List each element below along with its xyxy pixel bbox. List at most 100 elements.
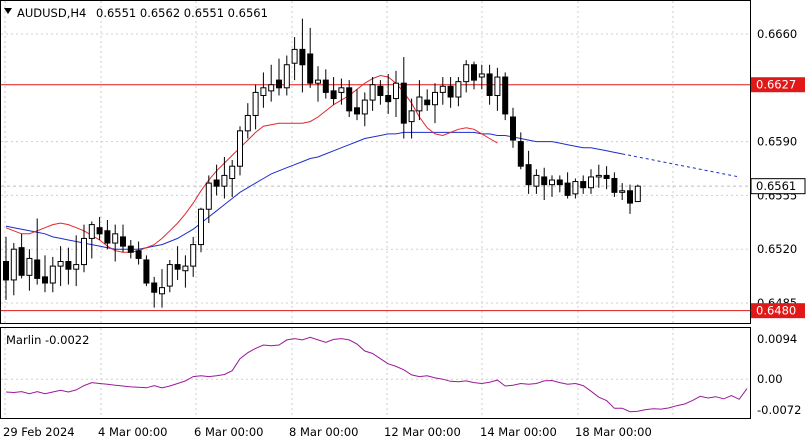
candle-body xyxy=(307,53,314,84)
candle-body xyxy=(533,174,540,187)
candle-body xyxy=(26,257,33,276)
candle-body xyxy=(221,174,228,187)
candle-body xyxy=(338,87,345,93)
time-label: 18 Mar 00:00 xyxy=(575,425,652,439)
candle-body xyxy=(510,116,516,141)
candle-body xyxy=(369,84,376,101)
candle-body xyxy=(291,48,298,64)
price-tick: 0.6520 xyxy=(757,242,797,256)
candle-body xyxy=(486,73,493,96)
candle-body xyxy=(143,259,150,284)
time-axis: 29 Feb 2024 4 Mar 00:00 6 Mar 00:00 8 Ma… xyxy=(3,425,652,439)
candle-body xyxy=(65,260,72,270)
candle-body xyxy=(330,90,337,100)
candle-body xyxy=(432,91,438,106)
symbol-timeframe: AUDUSD,H4 xyxy=(17,6,86,20)
candle-body xyxy=(541,176,548,186)
candle-body xyxy=(400,82,407,124)
time-label: 12 Mar 00:00 xyxy=(384,425,461,439)
candle-body xyxy=(595,174,602,178)
candle-body xyxy=(198,208,204,246)
price-tick: 0.6660 xyxy=(757,27,797,41)
candle-body xyxy=(439,85,446,93)
candle-body xyxy=(377,85,384,96)
candle-body xyxy=(229,165,236,179)
candle-body xyxy=(502,76,509,115)
candle-body xyxy=(73,264,80,270)
candle-body xyxy=(463,64,470,83)
candle-body xyxy=(104,230,111,244)
candle-body xyxy=(478,73,485,78)
level-tag-upper-label: 0.6627 xyxy=(756,78,796,92)
candle-body xyxy=(166,264,173,287)
candle-body xyxy=(151,282,158,293)
candle-body xyxy=(244,114,251,132)
candle-body xyxy=(112,233,119,244)
indicator-tick: 0.0094 xyxy=(757,332,797,346)
candle-body xyxy=(361,99,368,115)
candle-body xyxy=(627,190,633,204)
candle-body xyxy=(135,250,142,259)
candle-body xyxy=(120,236,126,247)
candle-body xyxy=(424,99,431,106)
candle-body xyxy=(268,84,275,92)
time-label: 6 Mar 00:00 xyxy=(194,425,263,439)
candle-body xyxy=(49,265,56,284)
level-tag-upper: 0.6627 xyxy=(751,77,805,93)
candle-body xyxy=(408,110,415,123)
candle-body xyxy=(283,64,290,89)
candle-body xyxy=(315,79,321,84)
candle-body xyxy=(10,248,17,281)
candle-body xyxy=(260,87,267,96)
indicator-tick: -0.0072 xyxy=(757,403,801,417)
candle-body xyxy=(603,174,610,179)
candle-body xyxy=(252,91,259,116)
blue-ma-line xyxy=(5,131,623,250)
candle-body xyxy=(213,179,220,187)
candle-body xyxy=(354,107,360,115)
candle-body xyxy=(18,247,25,276)
candle-body xyxy=(619,190,626,193)
candle-body xyxy=(174,264,181,270)
blue-ma-projection xyxy=(622,153,740,178)
candle-body xyxy=(525,164,532,186)
candle-body xyxy=(276,79,282,89)
candle-body xyxy=(34,259,41,279)
candle-body xyxy=(237,130,243,167)
candle-body xyxy=(471,64,477,81)
candle-body xyxy=(447,85,454,98)
candle-body xyxy=(580,181,587,189)
candle-body xyxy=(42,276,48,284)
candle-body xyxy=(564,182,571,196)
time-label: 8 Mar 00:00 xyxy=(289,425,358,439)
level-tag-lower: 0.6480 xyxy=(751,303,805,319)
candle-body xyxy=(96,227,103,235)
triangle-down-icon[interactable] xyxy=(4,8,12,14)
candle-body xyxy=(3,260,9,281)
candle-body xyxy=(127,245,134,253)
grid xyxy=(1,1,750,418)
main-chart-panel[interactable] xyxy=(0,0,751,324)
red-ma-line xyxy=(5,74,498,253)
indicator-label: Marlin -0.0022 xyxy=(6,333,89,347)
candle-body xyxy=(322,79,329,93)
moving-averages xyxy=(5,74,740,253)
candle-body xyxy=(190,244,197,267)
candle-body xyxy=(556,179,563,186)
candle-body xyxy=(385,94,392,103)
level-tag-lower-label: 0.6480 xyxy=(756,304,796,318)
price-axis: 0.6660 0.6590 0.6555 0.6520 0.6485 xyxy=(757,27,797,310)
marlin-oscillator-line xyxy=(5,336,748,413)
price-tick: 0.6590 xyxy=(757,135,797,149)
indicator-tick: 0.00 xyxy=(757,372,783,386)
candle-body xyxy=(88,224,95,239)
candle-body xyxy=(634,185,641,203)
candle-body xyxy=(611,177,618,193)
candle-body xyxy=(81,237,87,266)
candle-body xyxy=(494,76,501,96)
indicator-panel[interactable] xyxy=(0,327,751,419)
candle-body xyxy=(455,81,462,98)
candle-body xyxy=(572,181,579,195)
candle-body xyxy=(549,179,555,186)
